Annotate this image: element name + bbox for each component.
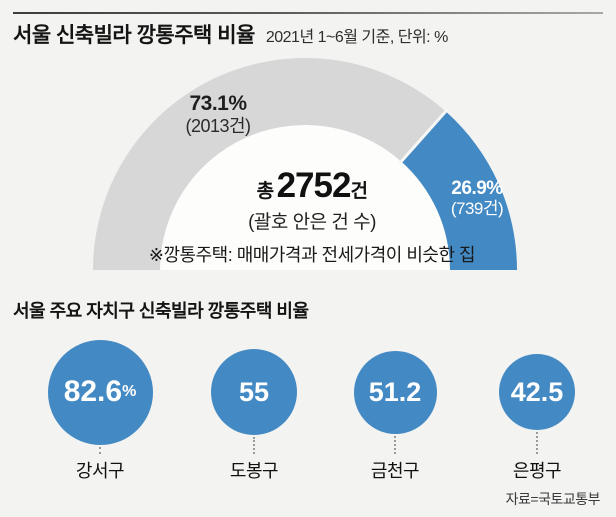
header: 서울 신축빌라 깡통주택 비율 2021년 1~6월 기준, 단위: %	[13, 19, 448, 49]
total-value: 2752	[276, 166, 352, 205]
bubble-value-unit: %	[122, 383, 137, 400]
bubble-value: 55	[238, 376, 270, 407]
top-rule-divider	[13, 12, 603, 14]
gauge-segment-separator	[398, 108, 449, 165]
gray-segment-percent: 73.1%	[189, 92, 247, 115]
blue-segment-count: (739건)	[450, 199, 504, 219]
bubble-connector-line	[99, 446, 101, 454]
district-label-금천구: 금천구	[370, 461, 420, 481]
bubble-connector-line	[253, 437, 255, 454]
total-note: (괄호 안은 건 수)	[248, 212, 376, 233]
bubble-value: 42.5	[510, 376, 564, 407]
source-credit: 자료=국토교통부	[505, 491, 601, 507]
section2-title: 서울 주요 자치구 신축빌라 깡통주택 비율	[13, 301, 309, 321]
gauge-segment-1	[401, 111, 517, 270]
total-prefix: 총	[256, 181, 274, 202]
gauge-segment-0	[93, 57, 446, 270]
gray-segment-count: (2013건)	[185, 115, 251, 136]
gauge-chart	[93, 57, 517, 270]
bubble-value: 51.2	[368, 376, 422, 407]
bubble-circle-금천구: 51.2	[353, 350, 437, 434]
page-subtitle: 2021년 1~6월 기준, 단위: %	[265, 29, 448, 46]
bubble-connector-line	[536, 432, 538, 454]
bubble-circle-도봉구: 55	[211, 349, 297, 435]
gauge-total: 총2752건	[248, 166, 376, 206]
gauge-center-label: 총2752건 (괄호 안은 건 수)	[248, 166, 376, 234]
district-label-도봉구: 도봉구	[229, 461, 279, 481]
district-label-은평구: 은평구	[512, 461, 562, 481]
bubble-circle-은평구: 42.5	[499, 354, 575, 430]
blue-segment-percent: 26.9%	[451, 178, 503, 199]
gauge-footnote: ※깡통주택: 매매가격과 전세가격이 비슷한 집	[148, 245, 476, 265]
bubble-connector-line	[394, 435, 396, 454]
gauge-inner-background	[160, 125, 450, 270]
gauge-blue-segment-label: 26.9% (739건)	[450, 178, 504, 219]
bubble-value: 82.6	[63, 375, 123, 408]
page-title: 서울 신축빌라 깡통주택 비율	[13, 24, 255, 47]
district-label-강서구: 강서구	[75, 461, 125, 481]
gauge-gray-segment-label: 73.1% (2013건)	[185, 92, 251, 136]
total-suffix: 건	[350, 181, 368, 202]
bubble-circle-강서구: 82.6%	[47, 339, 153, 445]
